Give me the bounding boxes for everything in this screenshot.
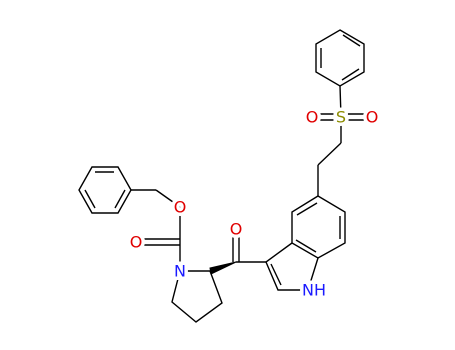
atom-label: O [306,108,319,127]
bond [295,239,317,253]
bonds [78,29,372,323]
atom-labels: O S O O NH N O O [126,104,382,303]
phenyl-ring [315,29,365,87]
atom-label: NH [302,281,326,300]
atom-label: O [230,220,243,239]
indole-benzene [291,195,346,259]
bond [342,34,361,47]
pyrrolidine [171,270,223,323]
atom-label: N [174,262,186,281]
bond [84,189,96,209]
bond [339,85,342,118]
bond [155,189,181,208]
atom-label: S [336,108,346,127]
pyrrole [265,242,319,291]
wedge-bond [209,261,237,275]
bond [296,202,318,216]
atom-label: O [130,233,143,252]
bond [114,189,126,209]
atom-label: O [174,198,187,217]
bond [270,263,282,286]
bond [317,142,342,166]
benzyl-ring [78,166,132,214]
bond [341,68,360,81]
atom-label: O [366,108,379,127]
